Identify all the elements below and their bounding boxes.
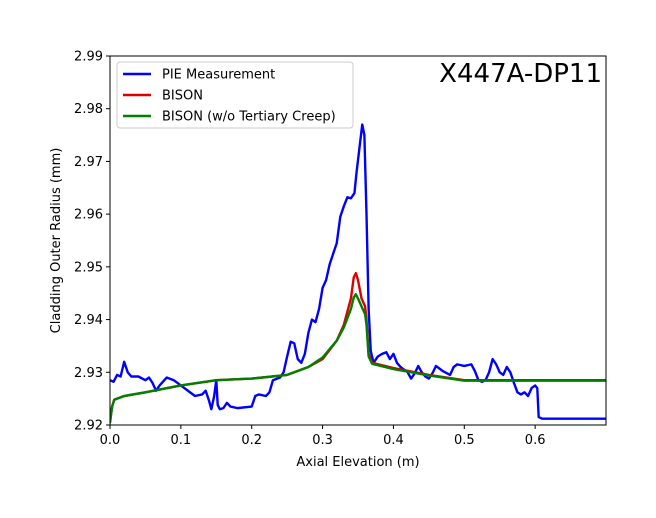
legend: PIE Measurement BISON BISON (w/o Tertiary … (116, 61, 354, 129)
x-tick-label: 0.4 (383, 433, 404, 448)
series-line-2 (110, 271, 606, 424)
legend-label: BISON (162, 89, 203, 104)
legend-label: PIE Measurement (162, 68, 275, 83)
legend-box (116, 61, 354, 129)
plot-lines (110, 123, 606, 424)
y-tick-label: 2.95 (74, 260, 103, 275)
legend-label: BISON (w/o Tertiary Creep) (162, 110, 336, 125)
x-axis-label: Axial Elevation (m) (296, 455, 419, 470)
y-tick-label: 2.97 (74, 155, 103, 170)
y-tick-label: 2.98 (74, 102, 103, 117)
chart-annotation: X447A-DP11 (439, 59, 602, 89)
x-tick-label: 0.2 (241, 433, 262, 448)
y-tick-label: 2.96 (74, 208, 103, 223)
y-tick-label: 2.93 (74, 366, 103, 381)
y-tick-label: 2.92 (74, 419, 103, 434)
y-axis-label: Cladding Outer Radius (mm) (49, 148, 64, 334)
y-tick-label: 2.94 (74, 313, 103, 328)
x-tick-label: 0.3 (312, 433, 333, 448)
plot-frame (109, 55, 607, 426)
series-line-1 (110, 123, 606, 420)
x-tick-label: 0.0 (100, 433, 121, 448)
x-tick-label: 0.1 (171, 433, 192, 448)
y-axis: 2.92 2.93 2.94 2.95 2.96 2.97 2.98 2.99 (74, 50, 110, 434)
x-tick-label: 0.5 (454, 433, 475, 448)
x-tick-label: 0.6 (525, 433, 546, 448)
y-tick-label: 2.99 (74, 50, 103, 65)
series-line-3 (110, 293, 606, 424)
x-axis: 0.0 0.1 0.2 0.3 0.4 0.5 0.6 (100, 425, 546, 448)
